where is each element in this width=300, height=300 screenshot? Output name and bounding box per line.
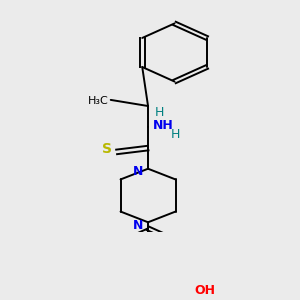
Text: S: S xyxy=(102,142,112,156)
Text: N: N xyxy=(133,165,143,178)
Text: H₃C: H₃C xyxy=(88,96,108,106)
Text: N: N xyxy=(133,219,143,232)
Text: H: H xyxy=(171,128,180,141)
Text: OH: OH xyxy=(194,284,215,297)
Text: NH: NH xyxy=(153,118,174,132)
Text: H: H xyxy=(155,106,164,118)
